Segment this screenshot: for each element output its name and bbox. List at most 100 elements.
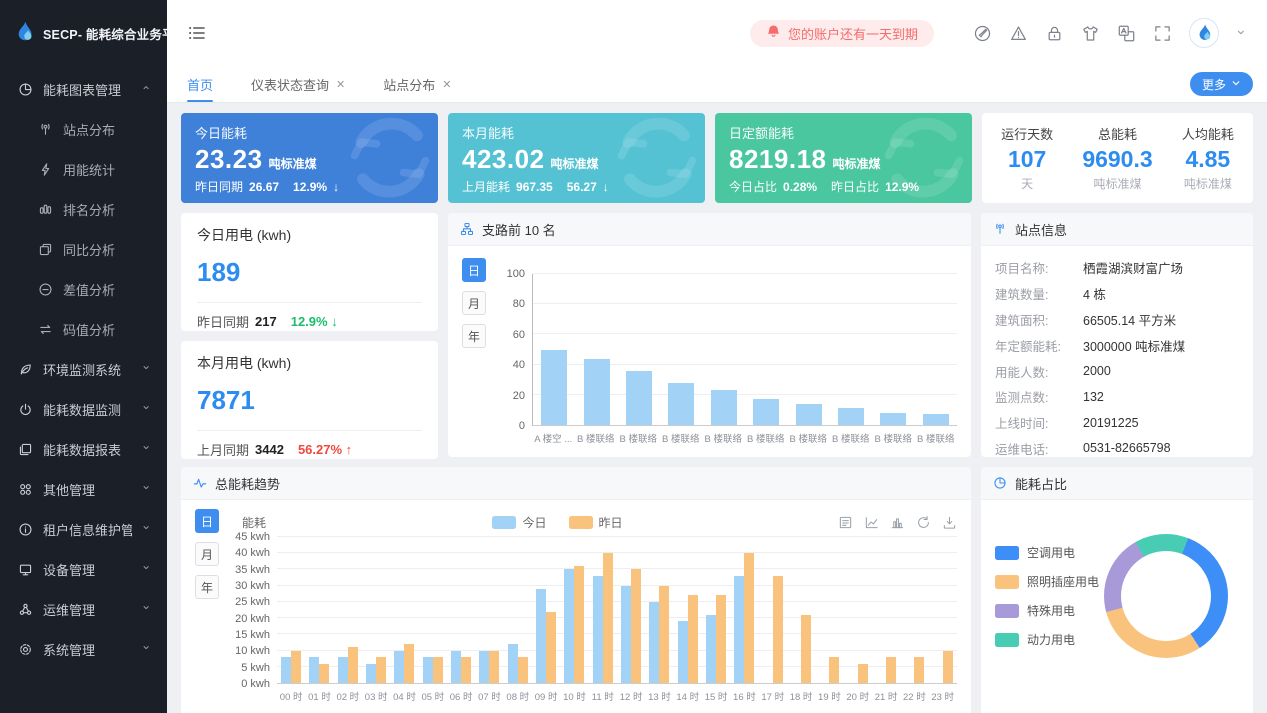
sidebar-item-code-value-analysis[interactable]: 码值分析	[0, 309, 167, 349]
recycle-watermark-icon	[870, 113, 972, 203]
refresh-icon[interactable]	[916, 515, 931, 530]
chevron-down-icon	[143, 485, 149, 489]
site-info-label: 上线时间:	[995, 417, 1049, 432]
bar-yesterday	[602, 553, 613, 683]
tab-site-distribution[interactable]: 站点分布 ✕	[383, 66, 451, 102]
sidebar-item-energy-chart-management[interactable]: 能耗图表管理	[0, 69, 167, 109]
x-axis-labels: 00 时 01 时 02 时 03 时 04 时 05 时 06 时 07 时 08 时 09 时…	[277, 689, 957, 703]
bar	[753, 399, 780, 425]
sidebar-item-environment-monitoring[interactable]: 环境监测系统	[0, 349, 167, 389]
chevron-down-icon[interactable]	[1236, 27, 1249, 40]
kpi-sub-label: 昨日同期	[195, 180, 244, 194]
account-expiry-alert[interactable]: 您的账户还有一天到期	[749, 19, 934, 47]
warning-icon	[1011, 25, 1026, 40]
trend-down-arrow-icon: ↓	[331, 314, 338, 329]
bar-yesterday	[857, 663, 868, 683]
bar-yesterday	[772, 575, 783, 683]
sidebar-item-device-management[interactable]: 设备管理	[0, 549, 167, 589]
logo-title: SECP- 能耗综合业务平台	[43, 28, 188, 42]
sidebar-item-site-distribution[interactable]: 站点分布	[0, 109, 167, 149]
site-info-row: 建筑数量: 4 栋	[995, 281, 1239, 307]
toggle-year[interactable]: 年	[195, 575, 219, 599]
chevron-down-icon	[1237, 30, 1244, 34]
summary-per-capita-energy: 人均能耗 4.85 吨标准煤	[1181, 127, 1234, 191]
line-chart-icon[interactable]	[864, 515, 879, 530]
bar-group	[645, 537, 673, 683]
y-axis-label: 0 kwh	[241, 678, 270, 690]
x-axis-label: 18 时	[789, 692, 813, 703]
branch-top10-panel: 支路前 10 名 日月年 0 20 40 60 80 100 A 楼空 ... B 楼联络 B…	[448, 213, 971, 457]
antenna-icon	[996, 223, 1004, 234]
gridline	[277, 600, 957, 602]
sidebar-item-label: 设备管理	[43, 562, 96, 578]
lock-icon[interactable]	[1045, 24, 1064, 43]
warning-icon[interactable]	[1009, 24, 1028, 43]
x-axis-label: 05 时	[421, 692, 445, 703]
site-info-label: 监测点数:	[995, 391, 1049, 406]
sidebar-item-label: 系统管理	[43, 642, 96, 658]
bar	[541, 349, 568, 425]
skin-icon[interactable]	[1081, 24, 1100, 43]
x-axis-label: 04 时	[393, 692, 416, 703]
bar-group	[830, 274, 872, 425]
legend-item[interactable]: 今日	[492, 514, 547, 531]
x-axis-label: 15 时	[704, 692, 728, 703]
legend-item[interactable]: 特殊用电	[995, 602, 1099, 619]
period-toggle-group: 日月年	[462, 258, 498, 445]
y-axis-label: 40	[512, 359, 525, 372]
sidebar-item-system-management[interactable]: 系统管理	[0, 629, 167, 669]
close-tab-icon[interactable]: ✕	[336, 78, 346, 91]
sidebar-item-other-management[interactable]: 其他管理	[0, 469, 167, 509]
translate-icon[interactable]	[1117, 24, 1136, 43]
toggle-month[interactable]: 月	[462, 291, 486, 315]
site-info-value: 3000000 吨标准煤	[1083, 339, 1186, 354]
sidebar-item-label: 用能统计	[63, 162, 116, 178]
bar	[795, 403, 822, 425]
sidebar-item-energy-usage-stats[interactable]: 用能统计	[0, 149, 167, 189]
legend-item[interactable]: 动力用电	[995, 631, 1099, 648]
energy-share-donut-chart	[1104, 534, 1228, 658]
avatar[interactable]	[1189, 18, 1219, 48]
x-axis-label: 11 时	[591, 692, 614, 703]
theme-icon[interactable]	[973, 24, 992, 43]
lightning-icon	[41, 162, 50, 176]
legend-item[interactable]: 空调用电	[995, 544, 1099, 561]
bar-chart-icon[interactable]	[890, 515, 905, 530]
y-axis: 0 20 40 60 80 100	[498, 268, 532, 432]
chevron-down-icon	[143, 365, 149, 369]
panel-title: 总能耗趋势	[215, 476, 281, 492]
sidebar-item-label: 能耗数据监测	[43, 402, 122, 418]
toggle-year[interactable]: 年	[462, 324, 486, 348]
sidebar-item-difference-analysis[interactable]: 差值分析	[0, 269, 167, 309]
close-tab-icon[interactable]: ✕	[442, 78, 452, 91]
sidebar-item-tenant-info-management[interactable]: 租户信息维护管理	[0, 509, 167, 549]
legend-item[interactable]: 昨日	[568, 514, 623, 531]
bar-group	[787, 274, 829, 425]
tab-meter-status[interactable]: 仪表状态查询 ✕	[251, 66, 345, 102]
site-info-label: 用能人数:	[995, 365, 1049, 380]
recycle-watermark-icon	[617, 117, 697, 198]
sidebar-item-energy-data-monitoring[interactable]: 能耗数据监测	[0, 389, 167, 429]
toggle-day[interactable]: 日	[462, 258, 486, 282]
fullscreen-icon[interactable]	[1153, 24, 1172, 43]
toggle-month[interactable]: 月	[195, 542, 219, 566]
sidebar-item-operations-management[interactable]: 运维管理	[0, 589, 167, 629]
data-view-icon[interactable]	[838, 515, 853, 530]
site-info-label: 年定额能耗:	[995, 339, 1061, 354]
sidebar-item-yoy-analysis[interactable]: 同比分析	[0, 229, 167, 269]
sidebar-item-energy-data-reports[interactable]: 能耗数据报表	[0, 429, 167, 469]
tab-home[interactable]: 首页	[187, 66, 214, 102]
legend-item[interactable]: 照明插座用电	[995, 573, 1099, 590]
sidebar-item-label: 站点分布	[63, 122, 116, 138]
menu-collapse-icon[interactable]	[187, 23, 207, 43]
toggle-day[interactable]: 日	[195, 509, 219, 533]
bar-group	[617, 537, 645, 683]
sidebar-item-ranking-analysis[interactable]: 排名分析	[0, 189, 167, 229]
kpi-pct: 12.9%	[293, 179, 328, 194]
bar	[922, 414, 949, 425]
bar	[880, 412, 907, 425]
more-button[interactable]: 更多	[1189, 72, 1253, 96]
nodes-icon	[19, 603, 32, 615]
site-info-value: 132	[1083, 389, 1104, 404]
download-icon[interactable]	[942, 515, 957, 530]
